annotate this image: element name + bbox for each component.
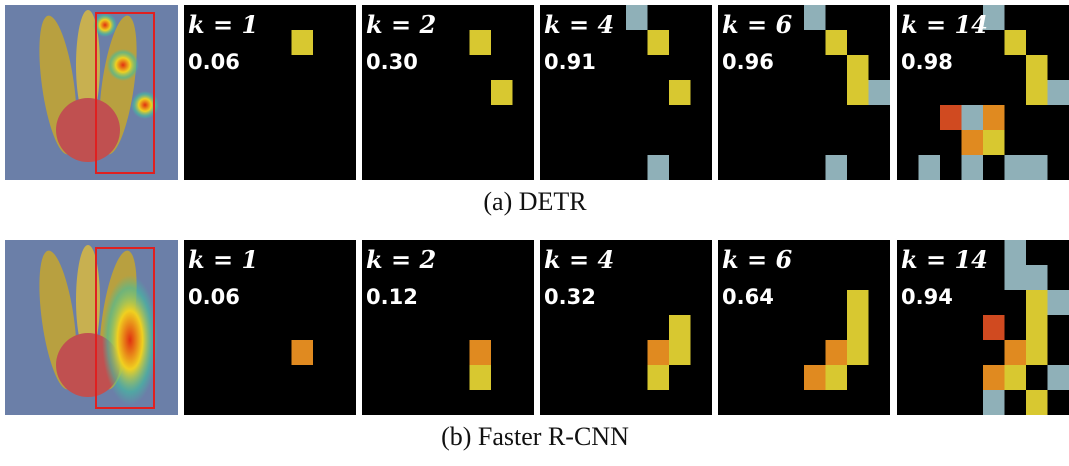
patch xyxy=(847,80,869,105)
patch xyxy=(1026,80,1048,105)
score: 0.94 xyxy=(901,285,953,309)
k-label: k = 4 xyxy=(544,245,614,274)
score: 0.06 xyxy=(188,50,240,74)
k-label: k = 1 xyxy=(188,245,258,274)
patch xyxy=(869,80,891,105)
patch xyxy=(1048,365,1069,390)
patch xyxy=(962,155,984,180)
patch xyxy=(470,365,492,390)
score: 0.32 xyxy=(544,285,596,309)
patch xyxy=(626,5,648,30)
patch xyxy=(1026,265,1048,290)
patch xyxy=(648,365,670,390)
score: 0.64 xyxy=(722,285,774,309)
k-label: k = 2 xyxy=(366,10,436,39)
patch xyxy=(983,390,1005,415)
patch xyxy=(669,315,691,340)
patch xyxy=(1026,390,1048,415)
heatmap-image xyxy=(5,240,178,415)
patch xyxy=(919,155,941,180)
patch xyxy=(1026,55,1048,80)
patch xyxy=(470,340,492,365)
patch xyxy=(292,340,314,365)
patch xyxy=(1005,30,1027,55)
patch xyxy=(1026,340,1048,365)
k-label: k = 6 xyxy=(722,10,792,39)
pomegranate xyxy=(56,98,120,162)
patch xyxy=(648,30,670,55)
score: 0.96 xyxy=(722,50,774,74)
patch xyxy=(847,340,869,365)
patch xyxy=(491,80,513,105)
patch xyxy=(669,340,691,365)
score: 0.12 xyxy=(366,285,418,309)
patch xyxy=(1005,340,1027,365)
figure: k = 1 0.06 k = 2 0.30 k = 4 0.91 k = 6 0.96 k = … xyxy=(0,0,1069,466)
patch xyxy=(669,80,691,105)
patch xyxy=(648,340,670,365)
patch xyxy=(983,315,1005,340)
heatmap-image xyxy=(5,5,178,180)
patch xyxy=(983,130,1005,155)
heat-spot xyxy=(107,49,139,81)
patch xyxy=(847,290,869,315)
caption: (a) DETR xyxy=(483,187,587,216)
score: 0.06 xyxy=(188,285,240,309)
patch xyxy=(1005,265,1027,290)
patch xyxy=(1048,80,1069,105)
heat-spot xyxy=(102,275,158,405)
patch xyxy=(1005,365,1027,390)
patch xyxy=(826,155,848,180)
score: 0.98 xyxy=(901,50,953,74)
caption: (b) Faster R-CNN xyxy=(441,422,629,451)
patch xyxy=(983,105,1005,130)
patch xyxy=(804,5,826,30)
patch xyxy=(962,105,984,130)
k-label: k = 1 xyxy=(188,10,258,39)
patch xyxy=(1026,155,1048,180)
patch xyxy=(1005,155,1027,180)
patch xyxy=(983,365,1005,390)
k-label: k = 14 xyxy=(901,10,988,39)
score: 0.91 xyxy=(544,50,596,74)
patch xyxy=(847,315,869,340)
patch xyxy=(826,30,848,55)
score: 0.30 xyxy=(366,50,418,74)
patch xyxy=(847,55,869,80)
k-label: k = 4 xyxy=(544,10,614,39)
patch xyxy=(804,365,826,390)
patch xyxy=(826,340,848,365)
patch xyxy=(648,155,670,180)
k-label: k = 2 xyxy=(366,245,436,274)
patch xyxy=(940,105,962,130)
patch xyxy=(1026,290,1048,315)
patch xyxy=(1048,290,1069,315)
patch xyxy=(292,30,314,55)
k-label: k = 6 xyxy=(722,245,792,274)
k-label: k = 14 xyxy=(901,245,988,274)
patch xyxy=(962,130,984,155)
patch xyxy=(826,365,848,390)
patch xyxy=(1026,315,1048,340)
patch xyxy=(470,30,492,55)
patch xyxy=(1005,240,1027,265)
